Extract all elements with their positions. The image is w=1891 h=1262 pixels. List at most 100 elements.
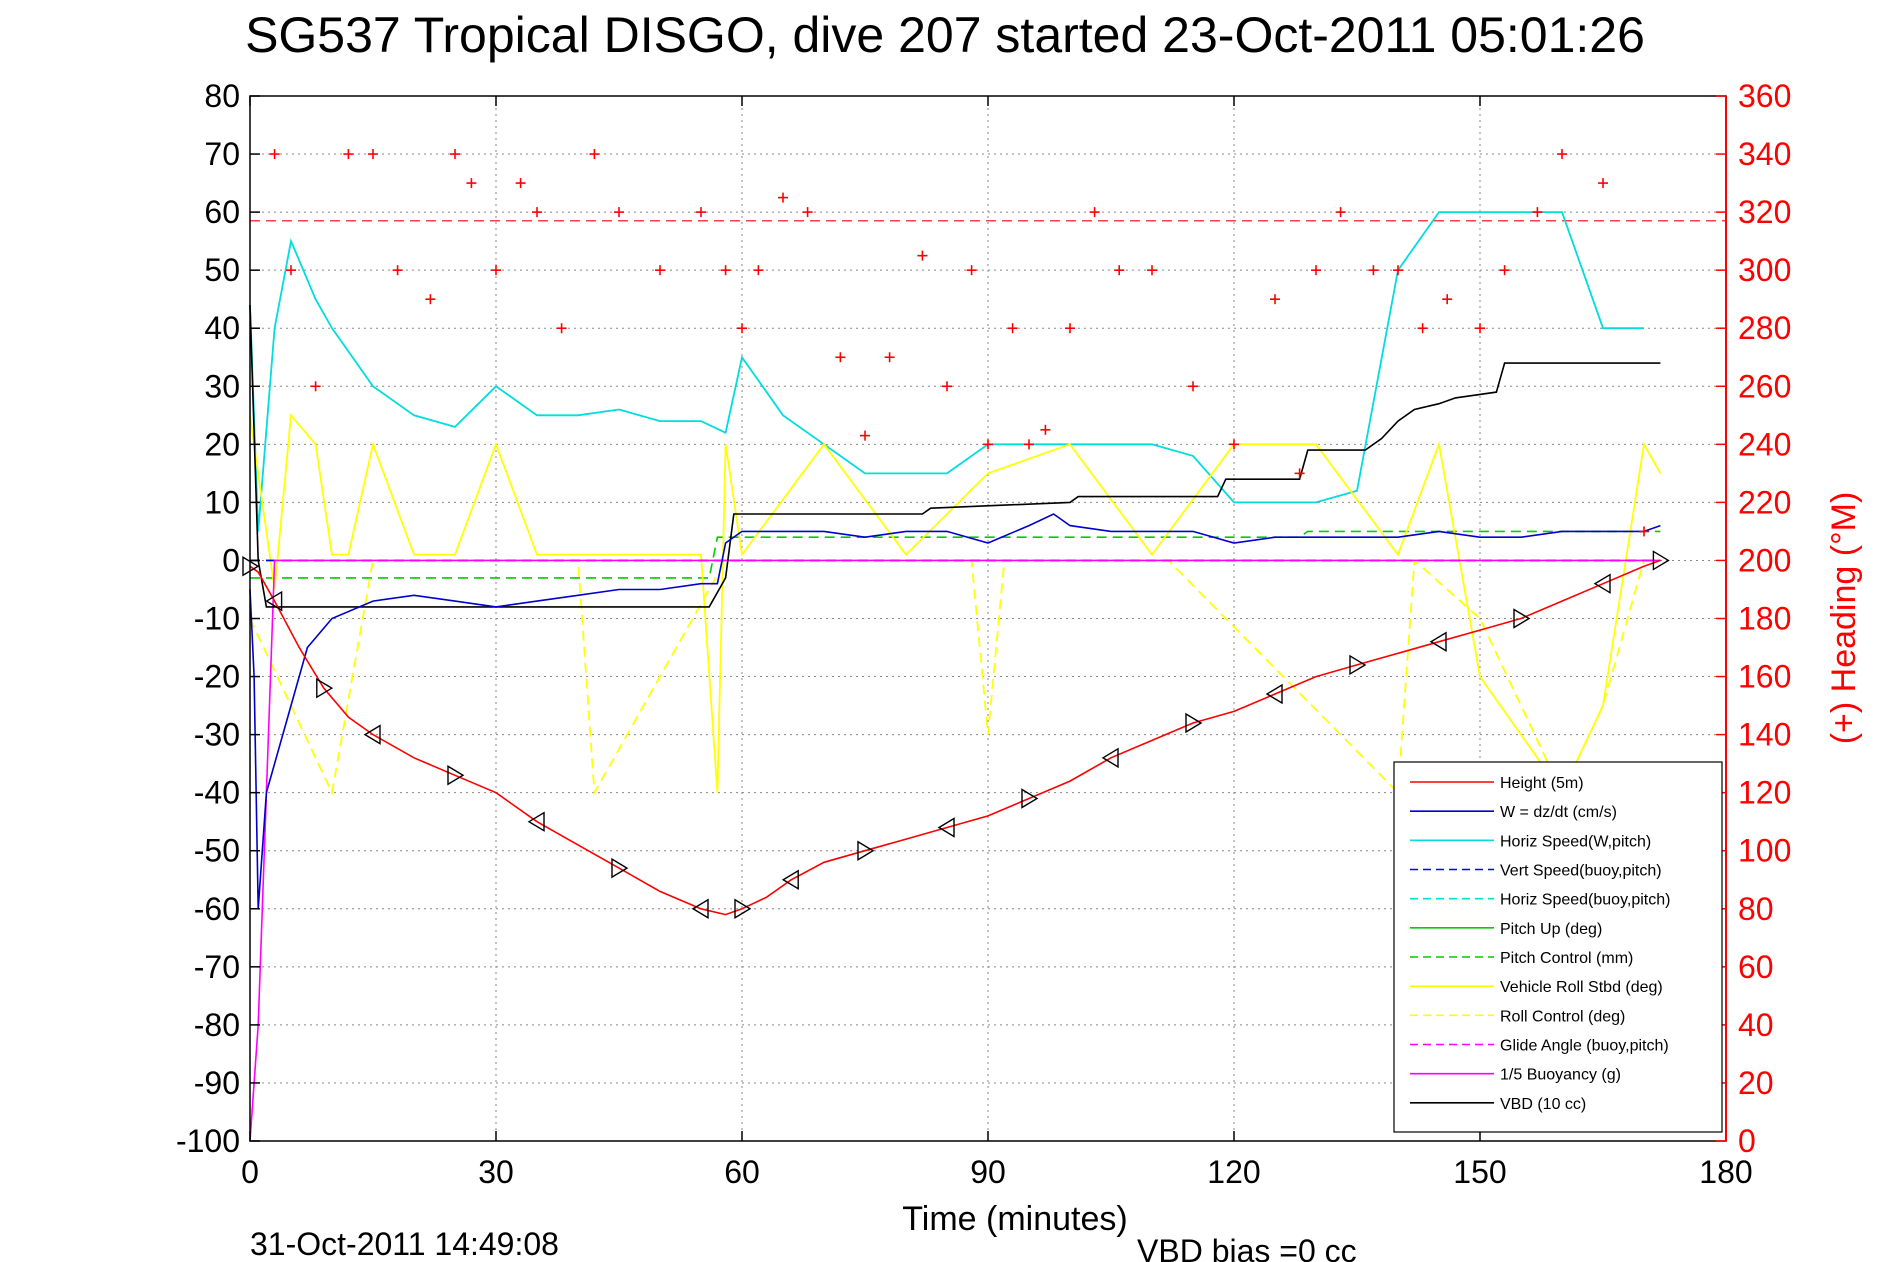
- right-tick-label: 60: [1738, 949, 1774, 985]
- heading-marker: [1114, 265, 1125, 276]
- heading-marker: [1147, 265, 1157, 276]
- legend-label: Roll Control (deg): [1500, 1008, 1625, 1025]
- heading-marker: [1598, 178, 1608, 189]
- legend-label: VBD (10 cc): [1500, 1096, 1586, 1113]
- heading-marker: [737, 323, 747, 334]
- heading-marker: [450, 149, 460, 160]
- right-tick-label: 0: [1738, 1123, 1756, 1159]
- y-tick-label: 60: [204, 194, 240, 230]
- right-tick-label: 320: [1738, 194, 1791, 230]
- y-tick-label: 30: [204, 368, 240, 404]
- y-tick-label: -70: [194, 949, 240, 985]
- heading-marker: [1270, 294, 1280, 305]
- legend-label: Vehicle Roll Stbd (deg): [1500, 979, 1663, 996]
- legend-label: Horiz Speed(buoy,pitch): [1500, 892, 1670, 909]
- heading-marker: [835, 352, 846, 363]
- heading-marker: [368, 149, 378, 160]
- footer-date: 31-Oct-2011 14:49:08: [250, 1226, 559, 1262]
- dive-marker: [611, 857, 629, 879]
- heading-marker: [802, 207, 813, 218]
- heading-marker: [1294, 468, 1305, 479]
- chart-title: SG537 Tropical DISGO, dive 207 started 2…: [245, 7, 1645, 63]
- right-tick-label: 220: [1738, 484, 1791, 520]
- right-tick-label: 200: [1738, 542, 1791, 578]
- heading-marker: [1311, 265, 1321, 276]
- heading-marker: [1557, 149, 1567, 160]
- dive-marker: [734, 898, 752, 920]
- dive-marker: [316, 677, 334, 699]
- legend-box: [1393, 761, 1723, 1133]
- right-tick-label: 20: [1738, 1065, 1774, 1101]
- y-tick-label: -50: [194, 833, 240, 869]
- heading-marker: [655, 265, 665, 276]
- y-tick-label: -10: [194, 601, 240, 637]
- dive-marker: [781, 869, 799, 890]
- dive-marker: [1593, 573, 1611, 594]
- heading-marker: [1188, 381, 1198, 392]
- dive-marker: [1652, 550, 1670, 571]
- series-horiz-speed-w-pitch-: [249, 211, 1644, 532]
- x-axis-label: Time (minutes): [902, 1200, 1127, 1238]
- heading-marker: [589, 149, 600, 160]
- heading-marker: [1024, 439, 1034, 450]
- dive-marker: [527, 811, 545, 832]
- y-tick-label: 40: [204, 310, 240, 346]
- legend-label: Horiz Speed(W,pitch): [1500, 833, 1651, 850]
- dive-marker: [1349, 654, 1367, 676]
- series-layer: [249, 211, 1662, 1142]
- series-vbd-10-cc-: [249, 304, 1661, 608]
- dive-marker: [1429, 631, 1447, 652]
- right-tick-label: 140: [1738, 717, 1791, 753]
- series-height-5m-: [249, 559, 1661, 916]
- heading-marker: [556, 323, 567, 334]
- heading-marker: [1007, 323, 1018, 334]
- right-tick-label: 120: [1738, 775, 1791, 811]
- right-tick-label: 300: [1738, 252, 1791, 288]
- series-1-5-buoyancy-g-: [249, 559, 1661, 1142]
- series-pitch-control-mm-: [250, 530, 1661, 579]
- right-tick-label: 360: [1738, 78, 1791, 114]
- heading-marker: [720, 265, 731, 276]
- heading-marker: [1499, 265, 1510, 276]
- y-tick-label: 70: [204, 136, 240, 172]
- x-tick-label: 150: [1453, 1154, 1506, 1190]
- x-tick-label: 90: [970, 1154, 1006, 1190]
- heading-marker: [1040, 424, 1051, 435]
- heading-marker: [614, 207, 624, 218]
- dive-marker: [1021, 788, 1039, 809]
- heading-marker: [1065, 323, 1075, 334]
- right-tick-label: 280: [1738, 310, 1791, 346]
- heading-marker: [1089, 207, 1100, 218]
- heading-marker: [884, 352, 895, 363]
- heading-marker: [753, 265, 764, 276]
- right-tick-label: 80: [1738, 891, 1774, 927]
- legend-label: 1/5 Buoyancy (g): [1500, 1067, 1621, 1084]
- y-tick-label: 80: [204, 78, 240, 114]
- dive-marker: [691, 898, 709, 920]
- dive-marker: [1265, 683, 1283, 705]
- x-tick-label: 30: [478, 1154, 514, 1190]
- heading-marker: [696, 207, 706, 218]
- heading-marker: [392, 265, 403, 276]
- series-w-dz-dt-cm-s-: [249, 513, 1661, 909]
- series-vehicle-roll-stbd-deg-: [249, 413, 1662, 795]
- y-tick-label: 10: [204, 484, 240, 520]
- legend-label: Vert Speed(buoy,pitch): [1500, 863, 1662, 880]
- heading-marker: [860, 430, 870, 441]
- x-tick-label: 0: [241, 1154, 259, 1190]
- right-tick-label: 260: [1738, 368, 1791, 404]
- legend: Height (5m) W = dz/dt (cm/s) Horiz Speed(W…: [1393, 761, 1723, 1133]
- heading-marker: [966, 265, 977, 276]
- right-tick-label: 100: [1738, 833, 1791, 869]
- y-tick-label: -60: [194, 891, 240, 927]
- heading-marker: [917, 250, 928, 261]
- y-tick-label: -90: [194, 1065, 240, 1101]
- footer-vbd-bias: VBD bias =0 cc: [1137, 1233, 1357, 1262]
- heading-markers: [269, 149, 1649, 537]
- dive-marker: [1185, 712, 1203, 734]
- right-tick-label: 40: [1738, 1007, 1774, 1043]
- heading-marker: [269, 149, 280, 160]
- dive-marker: [857, 840, 875, 861]
- right-tick-label: 180: [1738, 601, 1791, 637]
- heading-marker: [1229, 439, 1239, 450]
